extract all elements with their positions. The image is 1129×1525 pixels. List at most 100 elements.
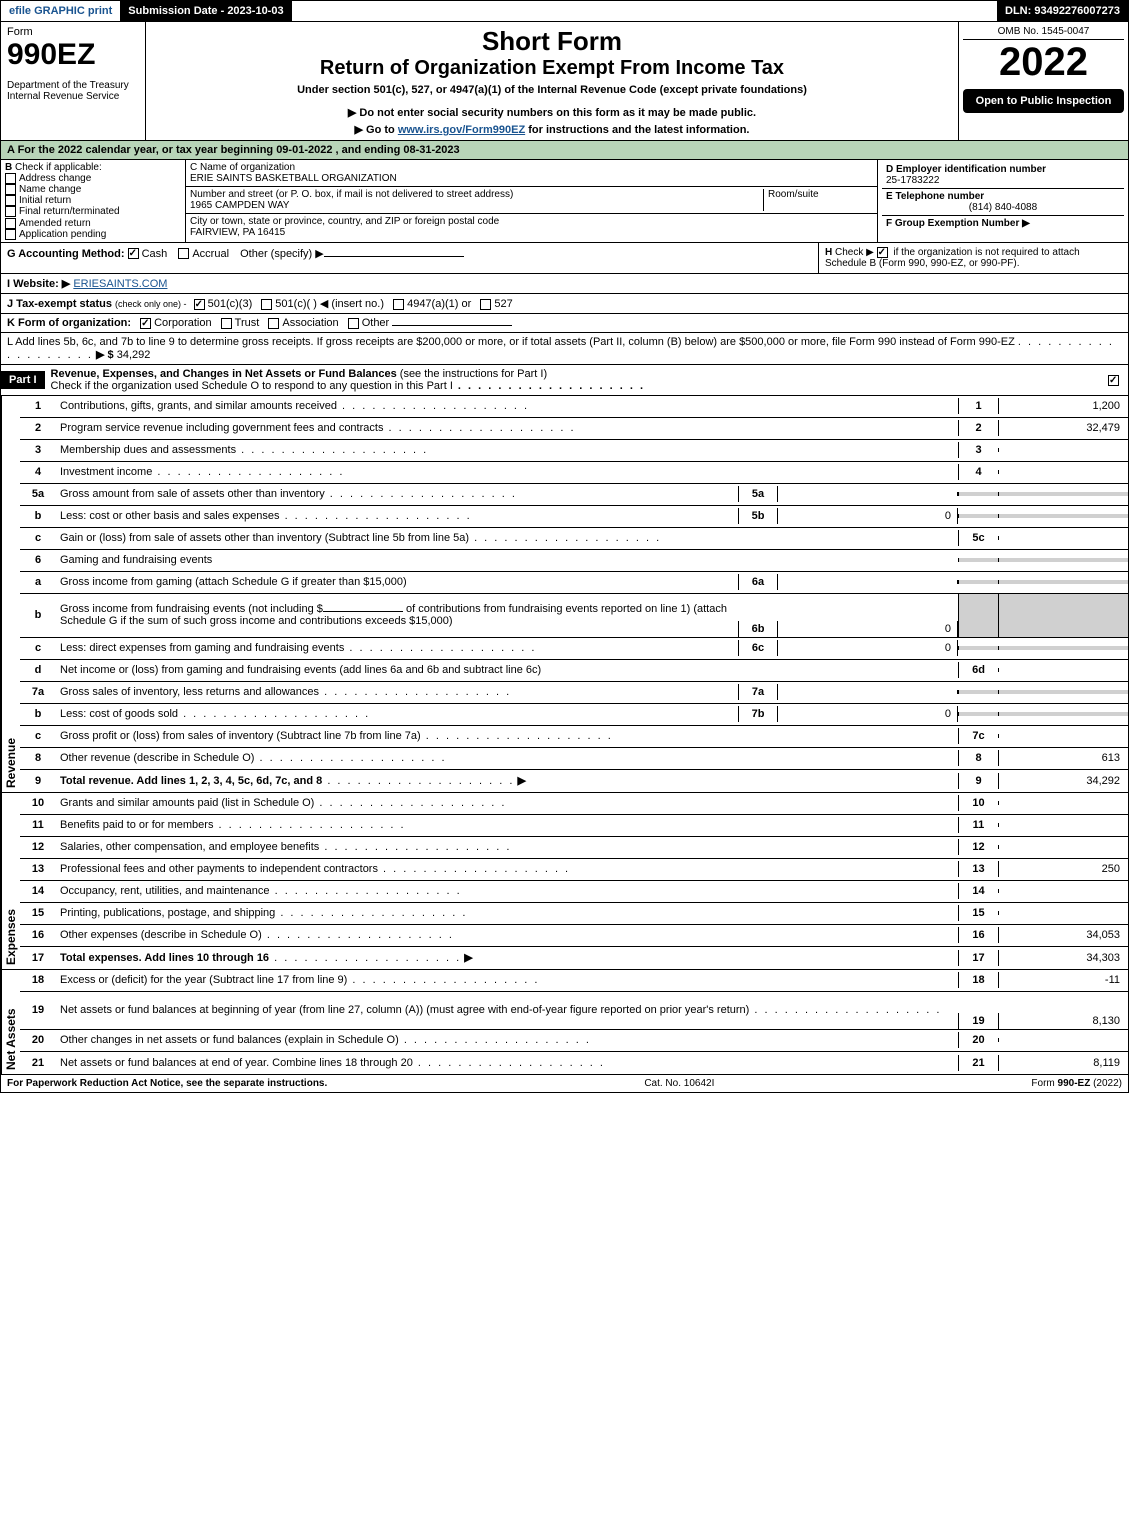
part-1-title: Revenue, Expenses, and Changes in Net As… [45,365,1108,395]
footer-cat-no: Cat. No. 10642I [327,1078,1031,1089]
footer-right-b: 990-EZ [1058,1078,1091,1089]
l7c-val [998,734,1128,738]
org-street: 1965 CAMPDEN WAY [190,200,763,211]
l17-num: 17 [20,950,56,966]
l6b-num: b [20,607,56,623]
j-opt4: 527 [494,298,512,310]
l4-desc: Investment income [60,466,152,478]
j-check-501c[interactable] [261,299,272,310]
netassets-side-label: Net Assets [1,970,20,1074]
j-check-4947[interactable] [393,299,404,310]
expenses-block: Expenses 10Grants and similar amounts pa… [0,793,1129,970]
d-ein-label: D Employer identification number [886,164,1046,175]
l6a-num: a [20,574,56,590]
l13-col: 13 [958,861,998,877]
page-footer: For Paperwork Reduction Act Notice, see … [0,1075,1129,1093]
j-opt3: 4947(a)(1) or [407,298,471,310]
l6d-num: d [20,662,56,678]
g-cash: Cash [142,248,168,260]
l3-val [998,448,1128,452]
j-check-501c3[interactable] [194,299,205,310]
j-opt2: 501(c)( ) ◀ (insert no.) [275,298,384,310]
l6-num: 6 [20,552,56,568]
l11-desc: Benefits paid to or for members [60,819,213,831]
check-label-4: Amended return [19,218,91,229]
l5a-sub: 5a [738,486,778,502]
l8-col: 8 [958,750,998,766]
k-check-trust[interactable] [221,318,232,329]
row-h: H Check ▶ if the organization is not req… [818,243,1128,273]
l7c-col: 7c [958,728,998,744]
l5b-desc: Less: cost or other basis and sales expe… [60,510,280,522]
k-check-other[interactable] [348,318,359,329]
l21-val: 8,119 [998,1055,1128,1071]
part-1-sched-o-check[interactable] [1108,374,1128,386]
l8-num: 8 [20,750,56,766]
l7c-num: c [20,728,56,744]
l6d-col: 6d [958,662,998,678]
l-text: L Add lines 5b, 6c, and 7b to line 9 to … [7,336,1015,348]
row-g: G Accounting Method: Cash Accrual Other … [1,243,818,273]
form-word: Form [7,26,139,38]
part-1-title-paren: (see the instructions for Part I) [400,368,547,380]
l20-num: 20 [20,1032,56,1048]
h-text1: Check ▶ [835,247,874,258]
dept-treasury: Department of the Treasury [7,80,139,91]
l17-col: 17 [958,950,998,966]
k-check-corp[interactable] [140,318,151,329]
l6d-val [998,668,1128,672]
check-amended[interactable]: Amended return [5,218,181,229]
check-label-0: Address change [19,173,91,184]
org-name: ERIE SAINTS BASKETBALL ORGANIZATION [190,173,873,184]
open-to-public: Open to Public Inspection [963,89,1124,113]
dept-irs: Internal Revenue Service [7,91,139,102]
website-link[interactable]: ERIESAINTS.COM [73,278,167,290]
submission-date-label: Submission Date - 2023-10-03 [120,1,291,21]
l19-col: 19 [958,1013,998,1029]
l12-col: 12 [958,839,998,855]
e-phone-label: E Telephone number [886,191,984,202]
check-cash[interactable] [128,248,139,259]
j-check-527[interactable] [480,299,491,310]
footer-form-ref: Form 990-EZ (2022) [1031,1078,1122,1089]
irs-link[interactable]: www.irs.gov/Form990EZ [398,124,525,136]
k-check-assoc[interactable] [268,318,279,329]
h-checkbox[interactable] [877,247,888,258]
l1-col: 1 [958,398,998,414]
check-final-return[interactable]: Final return/terminated [5,206,181,217]
tax-year: 2022 [963,40,1124,85]
l7a-subval [778,690,958,694]
l18-num: 18 [20,972,56,988]
l7b-num: b [20,706,56,722]
i-label: I Website: ▶ [7,278,70,290]
efile-print-link[interactable]: efile GRAPHIC print [1,1,120,21]
l14-desc: Occupancy, rent, utilities, and maintena… [60,885,270,897]
l2-desc: Program service revenue including govern… [60,422,383,434]
l16-col: 16 [958,927,998,943]
check-address-change[interactable]: Address change [5,173,181,184]
l2-col: 2 [958,420,998,436]
l6c-desc: Less: direct expenses from gaming and fu… [60,642,344,654]
check-application-pending[interactable]: Application pending [5,229,181,240]
l9-col: 9 [958,773,998,789]
l15-num: 15 [20,905,56,921]
l13-num: 13 [20,861,56,877]
l6c-num: c [20,640,56,656]
row-j: J Tax-exempt status (check only one) - 5… [0,294,1129,314]
l4-col: 4 [958,464,998,480]
l11-col: 11 [958,817,998,833]
b-check-label: Check if applicable: [15,162,102,173]
l5c-num: c [20,530,56,546]
l6b-desc1: Gross income from fundraising events (no… [60,603,323,615]
l5c-val [998,536,1128,540]
check-accrual[interactable] [178,248,189,259]
l15-col: 15 [958,905,998,921]
org-city: FAIRVIEW, PA 16415 [190,227,873,238]
check-initial-return[interactable]: Initial return [5,195,181,206]
check-name-change[interactable]: Name change [5,184,181,195]
l17-val: 34,303 [998,950,1128,966]
l15-desc: Printing, publications, postage, and shi… [60,907,275,919]
l10-val [998,801,1128,805]
l20-desc: Other changes in net assets or fund bala… [60,1034,399,1046]
l18-col: 18 [958,972,998,988]
